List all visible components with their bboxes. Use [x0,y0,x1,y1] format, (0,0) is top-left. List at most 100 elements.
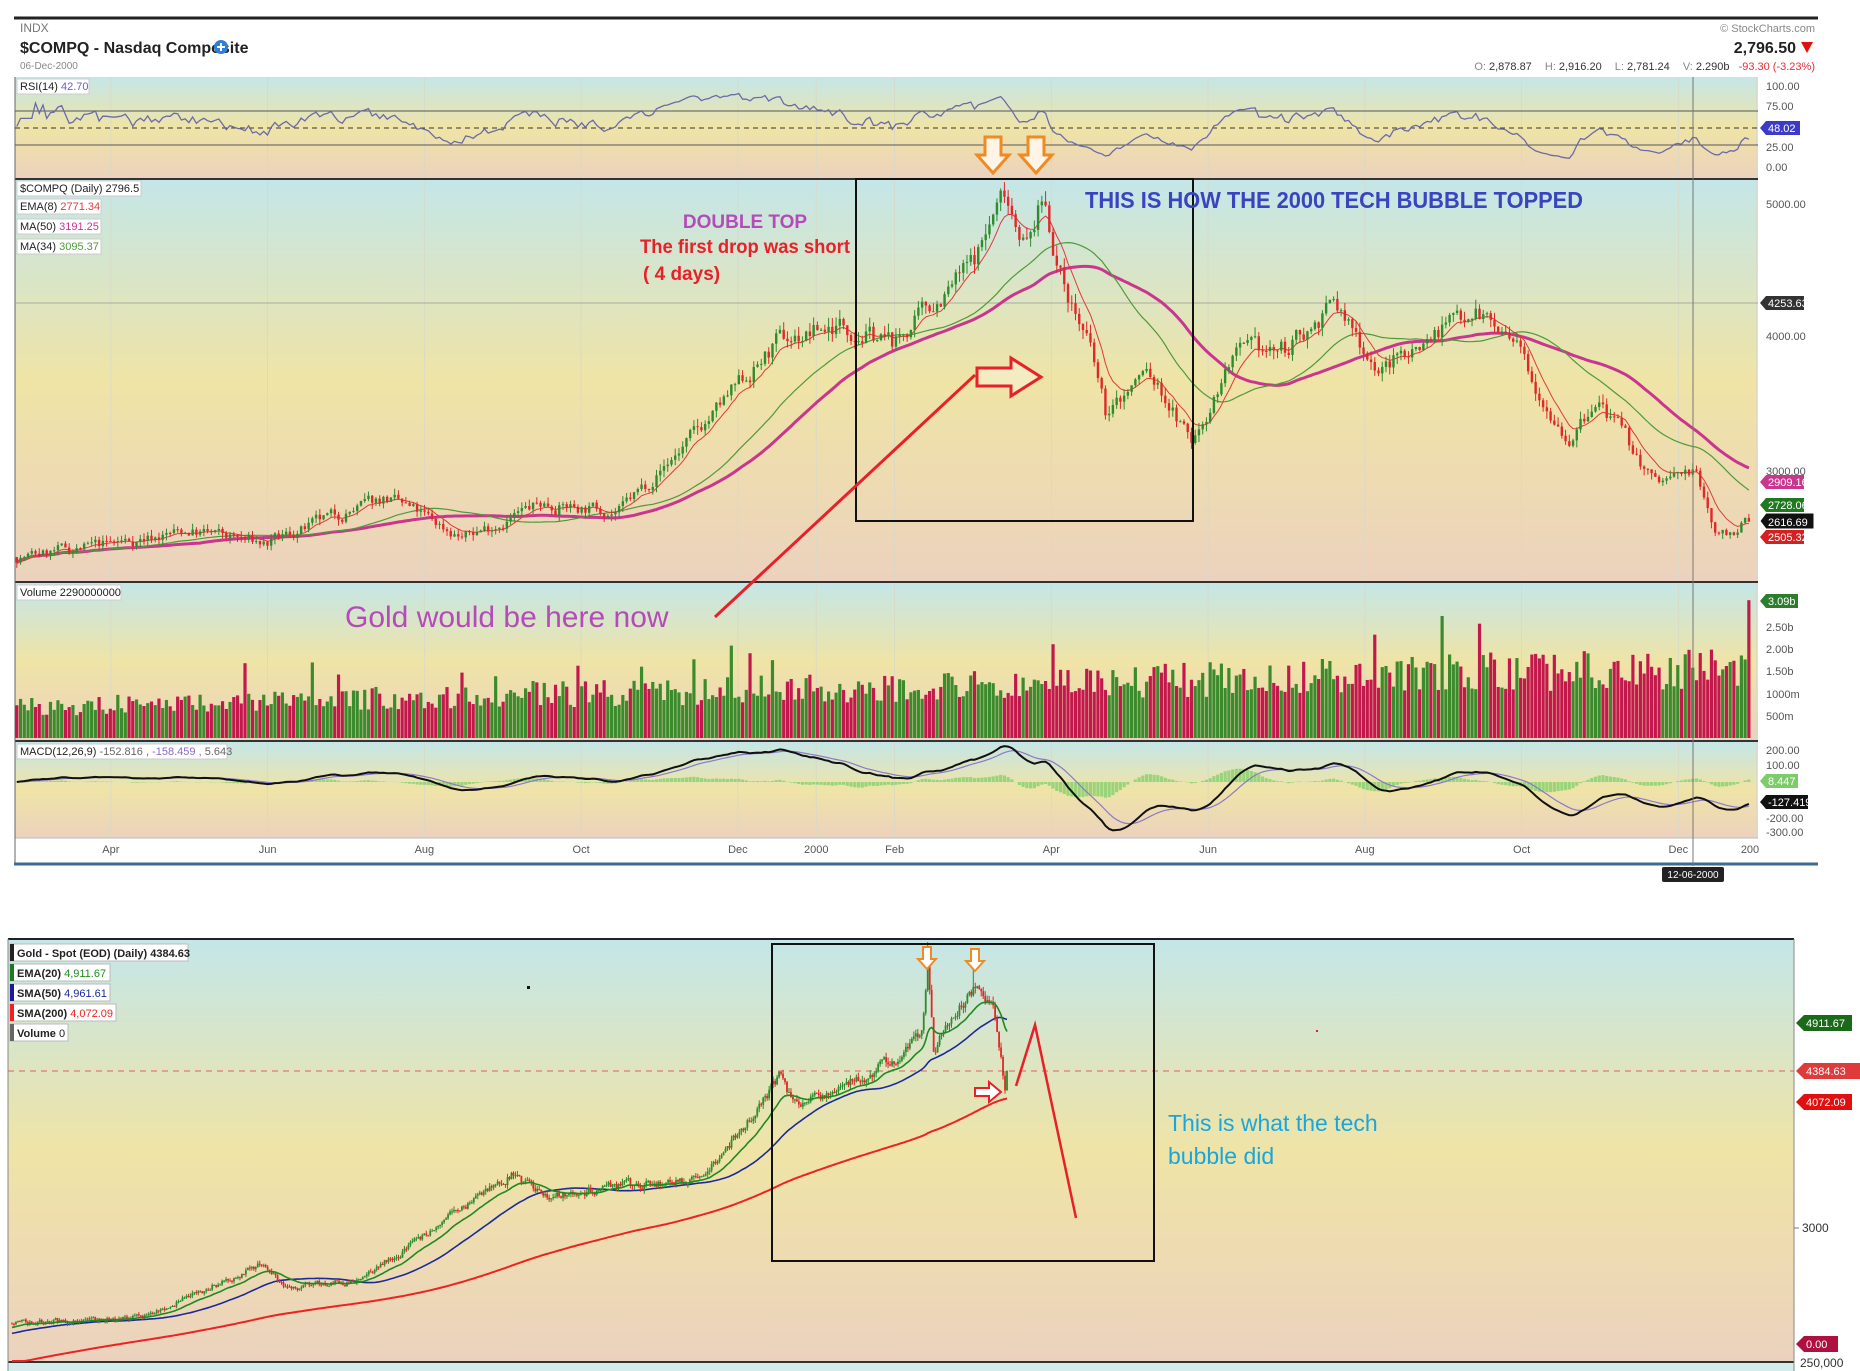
candle-body [1309,328,1313,332]
volume-bar [123,712,127,738]
macd-histogram-bar [1058,782,1063,793]
candle-body [496,1181,499,1185]
volume-bar [1530,654,1534,738]
macd-histogram-bar [1500,782,1504,785]
volume-bar [355,690,359,738]
candle-body [647,1180,650,1182]
macd-histogram-bar [512,778,516,782]
macd-histogram-bar [1593,776,1598,782]
svg-text:Gold - Spot (EOD) (Daily) 4384: Gold - Spot (EOD) (Daily) 4384.63 [17,948,190,960]
volume-bar [733,697,737,738]
candle-body [1583,418,1586,422]
x-tick-label: Feb [885,844,904,856]
candle-body [1201,424,1204,430]
down-arrow-icon [1016,135,1056,176]
candle-body [771,343,774,358]
candle-body [389,1258,392,1260]
candle-body [606,515,610,519]
volume-bar [898,679,902,738]
candle-body [686,1183,689,1185]
volume-bar [460,672,464,738]
candle-body [1175,407,1178,422]
candle-body [1556,424,1560,427]
candle-body [1474,308,1477,320]
volume-bar [711,695,715,738]
candle-body [1044,201,1047,206]
candle-body [1063,267,1066,285]
volume-bar [90,701,94,738]
svg-text:100.00: 100.00 [1766,760,1800,772]
volume-bar [1253,676,1257,738]
volume-bar [823,701,827,738]
candle-body [147,1314,150,1316]
candle-body [124,1316,126,1318]
svg-text:3.09b: 3.09b [1768,596,1796,608]
volume-bar [1590,677,1594,738]
volume-bar [800,698,804,738]
volume-bar [389,707,393,738]
macd-histogram-bar [1515,782,1519,787]
candle-body [237,1277,239,1279]
candle-body [466,1203,469,1209]
candle-body [935,304,939,312]
volume-bar [890,676,894,738]
candle-body [391,1258,394,1261]
macd-histogram-bar [1156,775,1160,782]
candle-body [310,1285,313,1287]
candle-body [41,550,45,556]
candle-body [617,505,621,513]
volume-bar [853,689,857,738]
candle-body [700,1176,703,1178]
x-tick-label: Oct [573,844,590,856]
volume-bar [1272,682,1276,738]
macd-histogram-bar [1358,782,1362,788]
candle-body [950,1018,953,1024]
volume-bar [576,665,580,738]
volume-bar [239,703,243,738]
macd-histogram-bar [1317,781,1321,782]
candle-body [681,1178,683,1183]
candle-body [558,1192,560,1197]
candle-body [681,446,684,454]
svg-text:1000m: 1000m [1766,689,1800,701]
candle-body [412,504,415,506]
volume-bar [819,686,823,738]
candle-body [883,1057,886,1060]
volume-bar [568,704,573,738]
gold-legend: Gold - Spot (EOD) (Daily) 4384.63 EMA(20… [9,943,190,1042]
volume-bar [179,699,183,738]
volume-bar [550,702,554,738]
candle-body [823,1095,826,1098]
candle-body [439,1224,442,1226]
candle-body [782,1073,784,1079]
volume-bar [538,705,543,738]
candle-body [1347,319,1350,321]
candle-body [863,1080,866,1083]
candle-body [1283,341,1287,353]
candle-body [831,326,834,334]
candle-body [202,529,206,532]
volume-bar [1122,684,1126,738]
volume-bar [1070,692,1074,738]
macd-histogram-bar [228,782,232,784]
candle-body [277,533,280,538]
volume-bar [1043,681,1048,738]
macd-histogram-bar [464,782,468,785]
candle-body [833,1092,836,1094]
volume-bar [621,694,625,738]
candle-body [116,1320,118,1322]
macd-histogram-bar [1335,779,1339,782]
candle-body [244,1270,247,1275]
plus-circle-icon[interactable] [214,40,228,54]
candle-body [1306,331,1309,340]
candle-body [145,1314,148,1316]
candle-body [195,1292,198,1294]
candle-body [554,1196,556,1198]
candle-body [930,989,933,1018]
x-tick-label: Dec [728,844,748,856]
candle-body [1624,425,1627,428]
candle-body [651,486,654,490]
candle-body [702,1175,705,1177]
volume-bar [1066,670,1070,738]
candle-body [139,1315,142,1317]
